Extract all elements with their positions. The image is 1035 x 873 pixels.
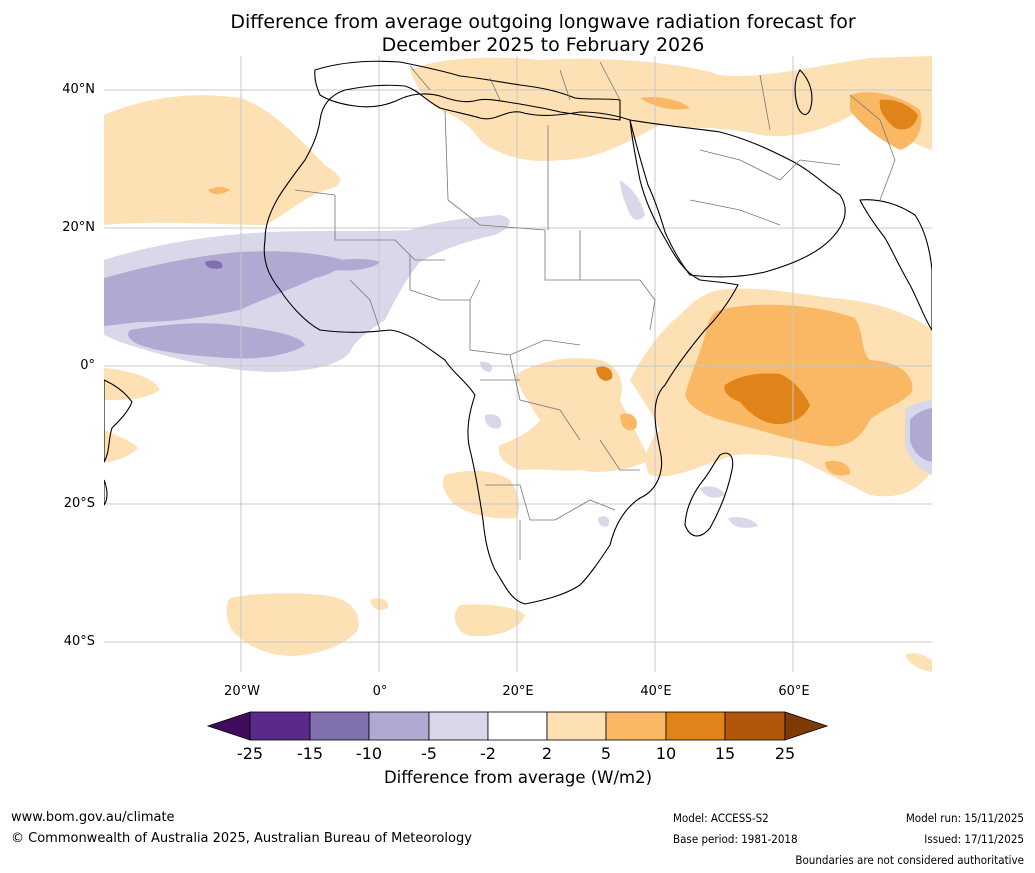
lon-label-60e: 60°E: [778, 684, 810, 699]
map-title-line2: December 2025 to February 2026: [381, 34, 705, 56]
colorbar-swatch: [546, 711, 607, 741]
copyright-text: © Commonwealth of Australia 2025, Austra…: [11, 831, 472, 846]
lat-label-20s: 20°S: [63, 496, 95, 511]
colorbar-tick-label: -5: [421, 744, 437, 763]
colorbar-tick-label: 25: [774, 744, 796, 763]
colorbar-tick-label: -2: [480, 744, 496, 763]
lat-label-40n: 40°N: [62, 82, 95, 97]
colorbar-tick-label: 15: [714, 744, 736, 763]
model-name: Model: ACCESS-S2: [673, 811, 769, 825]
colorbar-swatch: [724, 711, 786, 741]
colorbar-swatch: [487, 711, 548, 741]
colorbar-extend-low: [206, 711, 251, 741]
colorbar-swatch: [368, 711, 430, 741]
lat-label-20n: 20°N: [62, 220, 95, 235]
boundaries-disclaimer: Boundaries are not considered authoritat…: [795, 853, 1024, 867]
lat-label-40s: 40°S: [63, 634, 95, 649]
colorbar: [206, 711, 829, 741]
base-period: Base period: 1981-2018: [673, 832, 798, 846]
lat-label-0: 0°: [80, 358, 95, 373]
website-link[interactable]: www.bom.gov.au/climate: [11, 810, 175, 825]
colorbar-swatch: [605, 711, 667, 741]
colorbar-tick-label: -15: [296, 744, 324, 763]
colorbar-tick-label: 2: [541, 744, 553, 763]
colorbar-title: Difference from average (W/m2): [383, 768, 653, 787]
colorbar-tick-label: 5: [600, 744, 612, 763]
map-title-line1: Difference from average outgoing longwav…: [230, 11, 856, 33]
colorbar-swatch: [665, 711, 726, 741]
colorbar-swatch: [249, 711, 311, 741]
colorbar-tick-label: -25: [236, 744, 264, 763]
colorbar-tick-label: -10: [355, 744, 383, 763]
model-run-date: Model run: 15/11/2025: [905, 811, 1024, 825]
country-borders: [294, 61, 896, 560]
coastlines: [104, 60, 932, 605]
positive-anomaly-10-15: [596, 99, 918, 425]
colorbar-extend-high: [784, 711, 829, 741]
anomaly-fields: [104, 56, 932, 672]
lon-label-20e: 20°E: [502, 684, 534, 699]
colorbar-tick-label: 10: [655, 744, 677, 763]
negative-anomaly-5-10: [104, 251, 932, 462]
colorbar-swatch: [309, 711, 370, 741]
lon-label-20w: 20°W: [224, 684, 260, 699]
positive-anomaly-5-10: [208, 92, 922, 476]
colorbar-swatch: [428, 711, 489, 741]
issued-date: Issued: 17/11/2025: [924, 832, 1024, 846]
lon-label-0: 0°: [372, 684, 388, 699]
negative-anomaly-10-15: [205, 260, 223, 269]
lon-label-40e: 40°E: [640, 684, 672, 699]
